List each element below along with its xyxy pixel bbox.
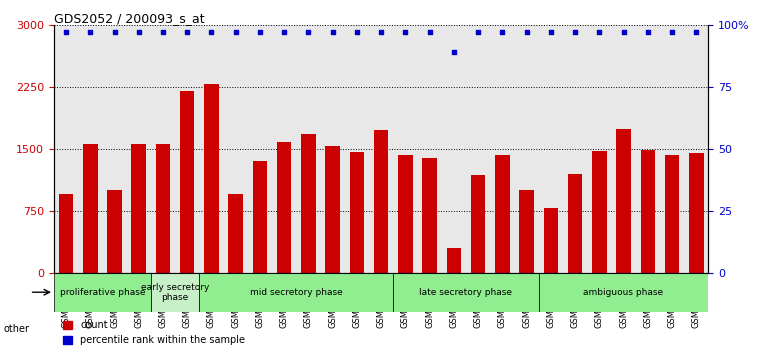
Bar: [107, 190, 122, 273]
Bar: [132, 144, 146, 273]
Bar: [616, 129, 631, 273]
Point: [326, 29, 339, 35]
Bar: [326, 146, 340, 273]
Point: [569, 29, 581, 35]
Text: other: other: [4, 324, 30, 334]
Point: [424, 29, 436, 35]
Text: proliferative phase: proliferative phase: [59, 288, 145, 297]
Point: [206, 29, 218, 35]
Point: [60, 29, 72, 35]
Bar: [277, 142, 292, 273]
Point: [593, 29, 605, 35]
Point: [472, 29, 484, 35]
Text: mid secretory phase: mid secretory phase: [250, 288, 343, 297]
Bar: [59, 194, 73, 273]
Point: [351, 29, 363, 35]
Point: [618, 29, 630, 35]
Point: [278, 29, 290, 35]
FancyBboxPatch shape: [54, 273, 151, 312]
Text: ambiguous phase: ambiguous phase: [584, 288, 664, 297]
Point: [544, 29, 557, 35]
Bar: [423, 158, 437, 273]
Point: [181, 29, 193, 35]
Bar: [470, 175, 485, 273]
Point: [84, 29, 96, 35]
Point: [641, 29, 654, 35]
Bar: [301, 134, 316, 273]
Bar: [204, 84, 219, 273]
Bar: [544, 209, 558, 273]
Bar: [689, 153, 704, 273]
Point: [157, 29, 169, 35]
Legend: count, percentile rank within the sample: count, percentile rank within the sample: [59, 316, 249, 349]
Bar: [350, 152, 364, 273]
Bar: [495, 155, 510, 273]
Bar: [83, 144, 98, 273]
Bar: [447, 248, 461, 273]
Bar: [592, 151, 607, 273]
FancyBboxPatch shape: [151, 273, 199, 312]
Bar: [156, 144, 170, 273]
Bar: [229, 194, 243, 273]
Point: [399, 29, 411, 35]
Point: [447, 49, 460, 55]
Bar: [519, 190, 534, 273]
Point: [303, 29, 315, 35]
Bar: [180, 91, 195, 273]
Point: [229, 29, 242, 35]
Bar: [374, 130, 388, 273]
Point: [109, 29, 121, 35]
Bar: [253, 161, 267, 273]
Point: [375, 29, 387, 35]
Text: early secretory
phase: early secretory phase: [141, 282, 209, 302]
Bar: [567, 174, 582, 273]
FancyBboxPatch shape: [539, 273, 708, 312]
Point: [254, 29, 266, 35]
FancyBboxPatch shape: [393, 273, 539, 312]
Text: late secretory phase: late secretory phase: [420, 288, 513, 297]
Bar: [641, 150, 655, 273]
Text: GDS2052 / 200093_s_at: GDS2052 / 200093_s_at: [54, 12, 205, 25]
Point: [496, 29, 508, 35]
Bar: [665, 155, 679, 273]
Point: [666, 29, 678, 35]
Point: [690, 29, 702, 35]
Point: [521, 29, 533, 35]
Point: [132, 29, 145, 35]
FancyBboxPatch shape: [199, 273, 393, 312]
Bar: [398, 155, 413, 273]
